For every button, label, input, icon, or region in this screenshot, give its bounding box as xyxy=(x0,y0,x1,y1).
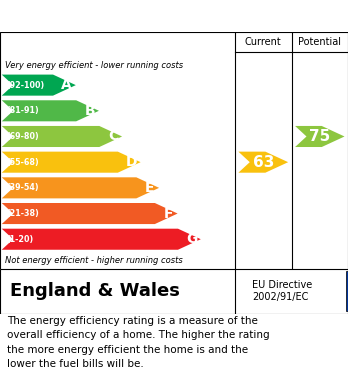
Text: (69-80): (69-80) xyxy=(6,132,39,141)
Text: 63: 63 xyxy=(253,155,274,170)
Text: Potential: Potential xyxy=(298,37,341,47)
Text: (1-20): (1-20) xyxy=(6,235,33,244)
Text: A: A xyxy=(61,78,72,92)
Polygon shape xyxy=(2,178,159,198)
Text: The energy efficiency rating is a measure of the
overall efficiency of a home. T: The energy efficiency rating is a measur… xyxy=(7,316,270,369)
Text: G: G xyxy=(186,232,197,246)
Text: B: B xyxy=(85,104,95,118)
Polygon shape xyxy=(2,100,99,121)
Text: Not energy efficient - higher running costs: Not energy efficient - higher running co… xyxy=(5,256,183,265)
Polygon shape xyxy=(2,152,141,173)
Text: (39-54): (39-54) xyxy=(6,183,39,192)
Text: Energy Efficiency Rating: Energy Efficiency Rating xyxy=(10,9,232,23)
Text: (21-38): (21-38) xyxy=(6,209,39,218)
Text: D: D xyxy=(126,155,137,169)
Text: (55-68): (55-68) xyxy=(6,158,39,167)
Bar xyxy=(346,271,348,311)
Text: E: E xyxy=(145,181,155,195)
Text: Very energy efficient - lower running costs: Very energy efficient - lower running co… xyxy=(5,61,183,70)
Text: EU Directive
2002/91/EC: EU Directive 2002/91/EC xyxy=(252,280,313,302)
Text: F: F xyxy=(164,206,173,221)
Text: (92-100): (92-100) xyxy=(6,81,44,90)
Text: 75: 75 xyxy=(309,129,331,144)
Polygon shape xyxy=(2,126,122,147)
Text: (81-91): (81-91) xyxy=(6,106,39,115)
Polygon shape xyxy=(2,203,177,224)
Polygon shape xyxy=(2,75,76,96)
Text: England & Wales: England & Wales xyxy=(10,282,180,300)
Polygon shape xyxy=(238,152,288,173)
Text: Current: Current xyxy=(245,37,282,47)
Polygon shape xyxy=(2,229,201,250)
Polygon shape xyxy=(295,126,345,147)
Text: C: C xyxy=(108,129,118,143)
